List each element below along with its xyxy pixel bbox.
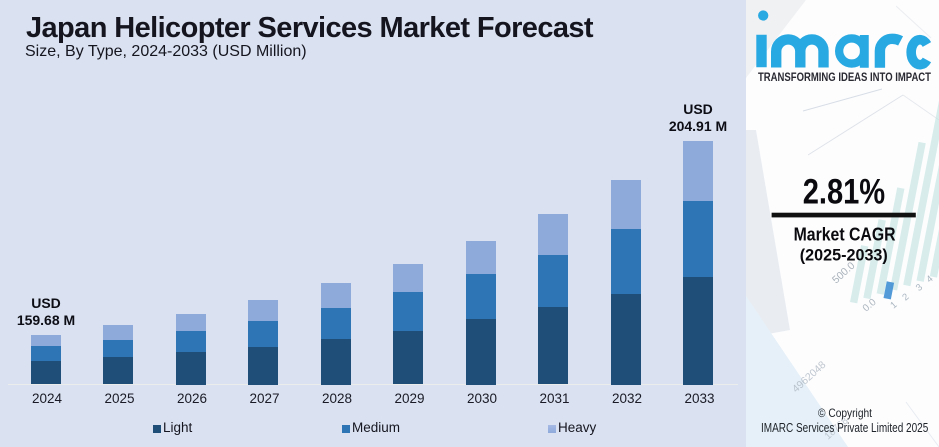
svg-text:© Copyright: © Copyright: [818, 406, 873, 420]
svg-text:TRANSFORMING IDEAS INTO IMPACT: TRANSFORMING IDEAS INTO IMPACT: [758, 72, 931, 84]
svg-text:2: 2: [900, 291, 911, 303]
svg-text:3: 3: [914, 282, 925, 294]
svg-text:1: 1: [888, 299, 899, 311]
svg-text:(2025-2033): (2025-2033): [800, 246, 888, 265]
svg-text:IMARC Services Private Limited: IMARC Services Private Limited 2025: [761, 421, 928, 435]
svg-text:4: 4: [924, 273, 935, 285]
svg-text:0.0: 0.0: [861, 297, 879, 315]
svg-text:Market CAGR: Market CAGR: [794, 225, 896, 245]
svg-text:2.81%: 2.81%: [803, 171, 886, 211]
